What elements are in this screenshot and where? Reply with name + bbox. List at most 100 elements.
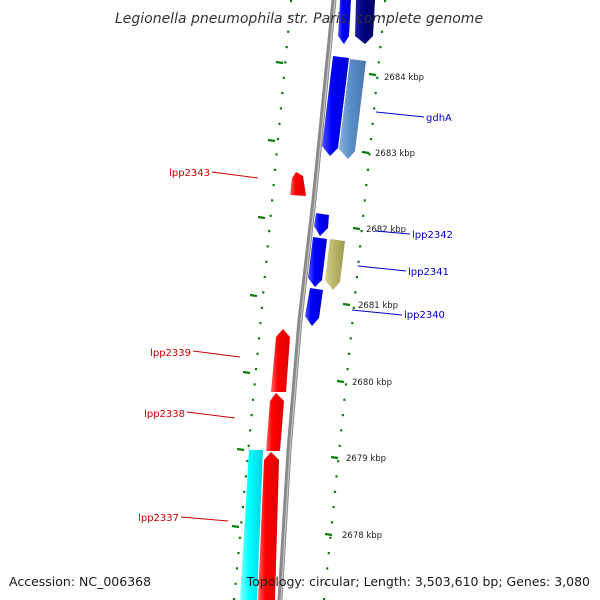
- minor-tick: [275, 153, 278, 156]
- minor-tick: [233, 598, 236, 600]
- scale-label: 2680 kbp: [352, 378, 392, 388]
- minor-tick: [259, 322, 262, 325]
- minor-tick: [244, 475, 247, 478]
- minor-tick: [250, 414, 253, 417]
- minor-tick: [333, 490, 337, 493]
- minor-tick: [340, 429, 343, 432]
- minor-tick: [349, 337, 352, 340]
- minor-tick: [279, 107, 282, 110]
- minor-tick: [346, 368, 349, 371]
- minor-tick: [265, 260, 268, 263]
- minor-tick: [330, 521, 333, 524]
- scale-label: 2679 kbp: [346, 454, 386, 464]
- gene-label-lpp2338: lpp2338: [144, 409, 185, 420]
- gene-arrow: [322, 56, 349, 156]
- gene-label-leaders: [180, 111, 425, 522]
- genome-backbone-highlight: [280, 0, 336, 600]
- gene-label-lpp2337: lpp2337: [138, 513, 179, 524]
- minor-tick-marks: [233, 0, 387, 600]
- minor-tick: [247, 444, 250, 447]
- gene-arrow-gdhA: [339, 59, 366, 159]
- minor-tick: [348, 352, 351, 355]
- minor-tick: [344, 383, 348, 386]
- gene-arrow-lpp2338: [266, 393, 284, 451]
- minor-tick: [371, 122, 374, 125]
- minor-tick: [254, 368, 258, 371]
- gene-arrow: [338, 0, 351, 44]
- minor-tick: [238, 536, 241, 539]
- gene-arrow-lpp2340: [305, 288, 323, 326]
- minor-tick: [374, 92, 377, 95]
- minor-tick: [284, 61, 287, 64]
- minor-tick: [269, 214, 272, 217]
- gene-arrow-lpp2339: [271, 329, 290, 392]
- minor-tick: [252, 398, 255, 401]
- minor-tick: [287, 30, 290, 33]
- minor-tick: [382, 15, 385, 18]
- minor-tick: [235, 567, 239, 570]
- genome-backbone: [277, 0, 337, 600]
- minor-tick: [288, 15, 291, 18]
- minor-tick: [352, 306, 355, 309]
- minor-tick: [323, 598, 326, 600]
- minor-tick: [355, 276, 358, 279]
- gene-label-lpp2340: lpp2340: [404, 310, 445, 321]
- minor-tick: [257, 337, 260, 340]
- minor-tick: [281, 92, 284, 95]
- minor-tick: [285, 46, 288, 49]
- minor-tick: [263, 276, 266, 279]
- minor-tick: [338, 444, 341, 447]
- minor-tick: [365, 184, 368, 187]
- minor-tick: [354, 291, 357, 294]
- minor-tick: [376, 76, 379, 79]
- minor-tick: [362, 214, 365, 217]
- minor-tick: [282, 76, 285, 79]
- minor-tick: [256, 352, 259, 355]
- topology-text: Topology: circular; Length: 3,503,610 bp…: [246, 574, 590, 589]
- minor-tick: [234, 582, 237, 585]
- minor-tick: [260, 306, 263, 309]
- gene-label-gdhA: gdhA: [426, 113, 452, 124]
- accession-text: Accession: NC_006368: [9, 574, 151, 589]
- minor-tick: [384, 0, 387, 3]
- minor-tick: [357, 260, 360, 263]
- minor-tick: [335, 475, 338, 478]
- minor-tick: [324, 582, 327, 585]
- minor-tick: [326, 567, 329, 570]
- minor-tick: [368, 153, 371, 156]
- minor-tick: [380, 30, 384, 33]
- gene-label-lpp2339: lpp2339: [150, 348, 191, 359]
- minor-tick: [266, 245, 269, 248]
- map-title: Legionella pneumophila str. Paris, compl…: [115, 11, 483, 27]
- minor-tick: [246, 460, 249, 463]
- minor-tick: [379, 46, 382, 49]
- minor-tick: [329, 536, 332, 539]
- gene-arrow-lpp2341: [325, 239, 345, 290]
- minor-tick: [351, 322, 354, 325]
- gene-arrow: [240, 450, 263, 600]
- minor-tick: [332, 506, 335, 509]
- minor-tick: [369, 138, 373, 141]
- gene-arrow-lpp2337: [258, 452, 279, 600]
- minor-tick: [360, 230, 363, 233]
- minor-tick: [366, 168, 369, 171]
- scale-label: 2678 kbp: [342, 531, 382, 541]
- scale-label: 2683 kbp: [375, 149, 415, 159]
- minor-tick: [268, 230, 271, 233]
- minor-tick: [278, 122, 281, 125]
- minor-tick: [290, 0, 293, 3]
- gene-arrow-lpp2343: [290, 172, 306, 196]
- minor-tick: [337, 460, 340, 463]
- minor-tick: [243, 490, 246, 493]
- minor-tick: [273, 168, 277, 171]
- minor-tick: [253, 383, 256, 386]
- gene-label-lpp2343: lpp2343: [169, 168, 210, 179]
- gene-arrow: [355, 0, 375, 44]
- minor-tick: [240, 521, 243, 524]
- minor-tick: [373, 107, 376, 110]
- minor-tick: [271, 199, 274, 202]
- minor-tick: [262, 291, 265, 294]
- minor-tick: [272, 184, 275, 187]
- minor-tick: [341, 414, 344, 417]
